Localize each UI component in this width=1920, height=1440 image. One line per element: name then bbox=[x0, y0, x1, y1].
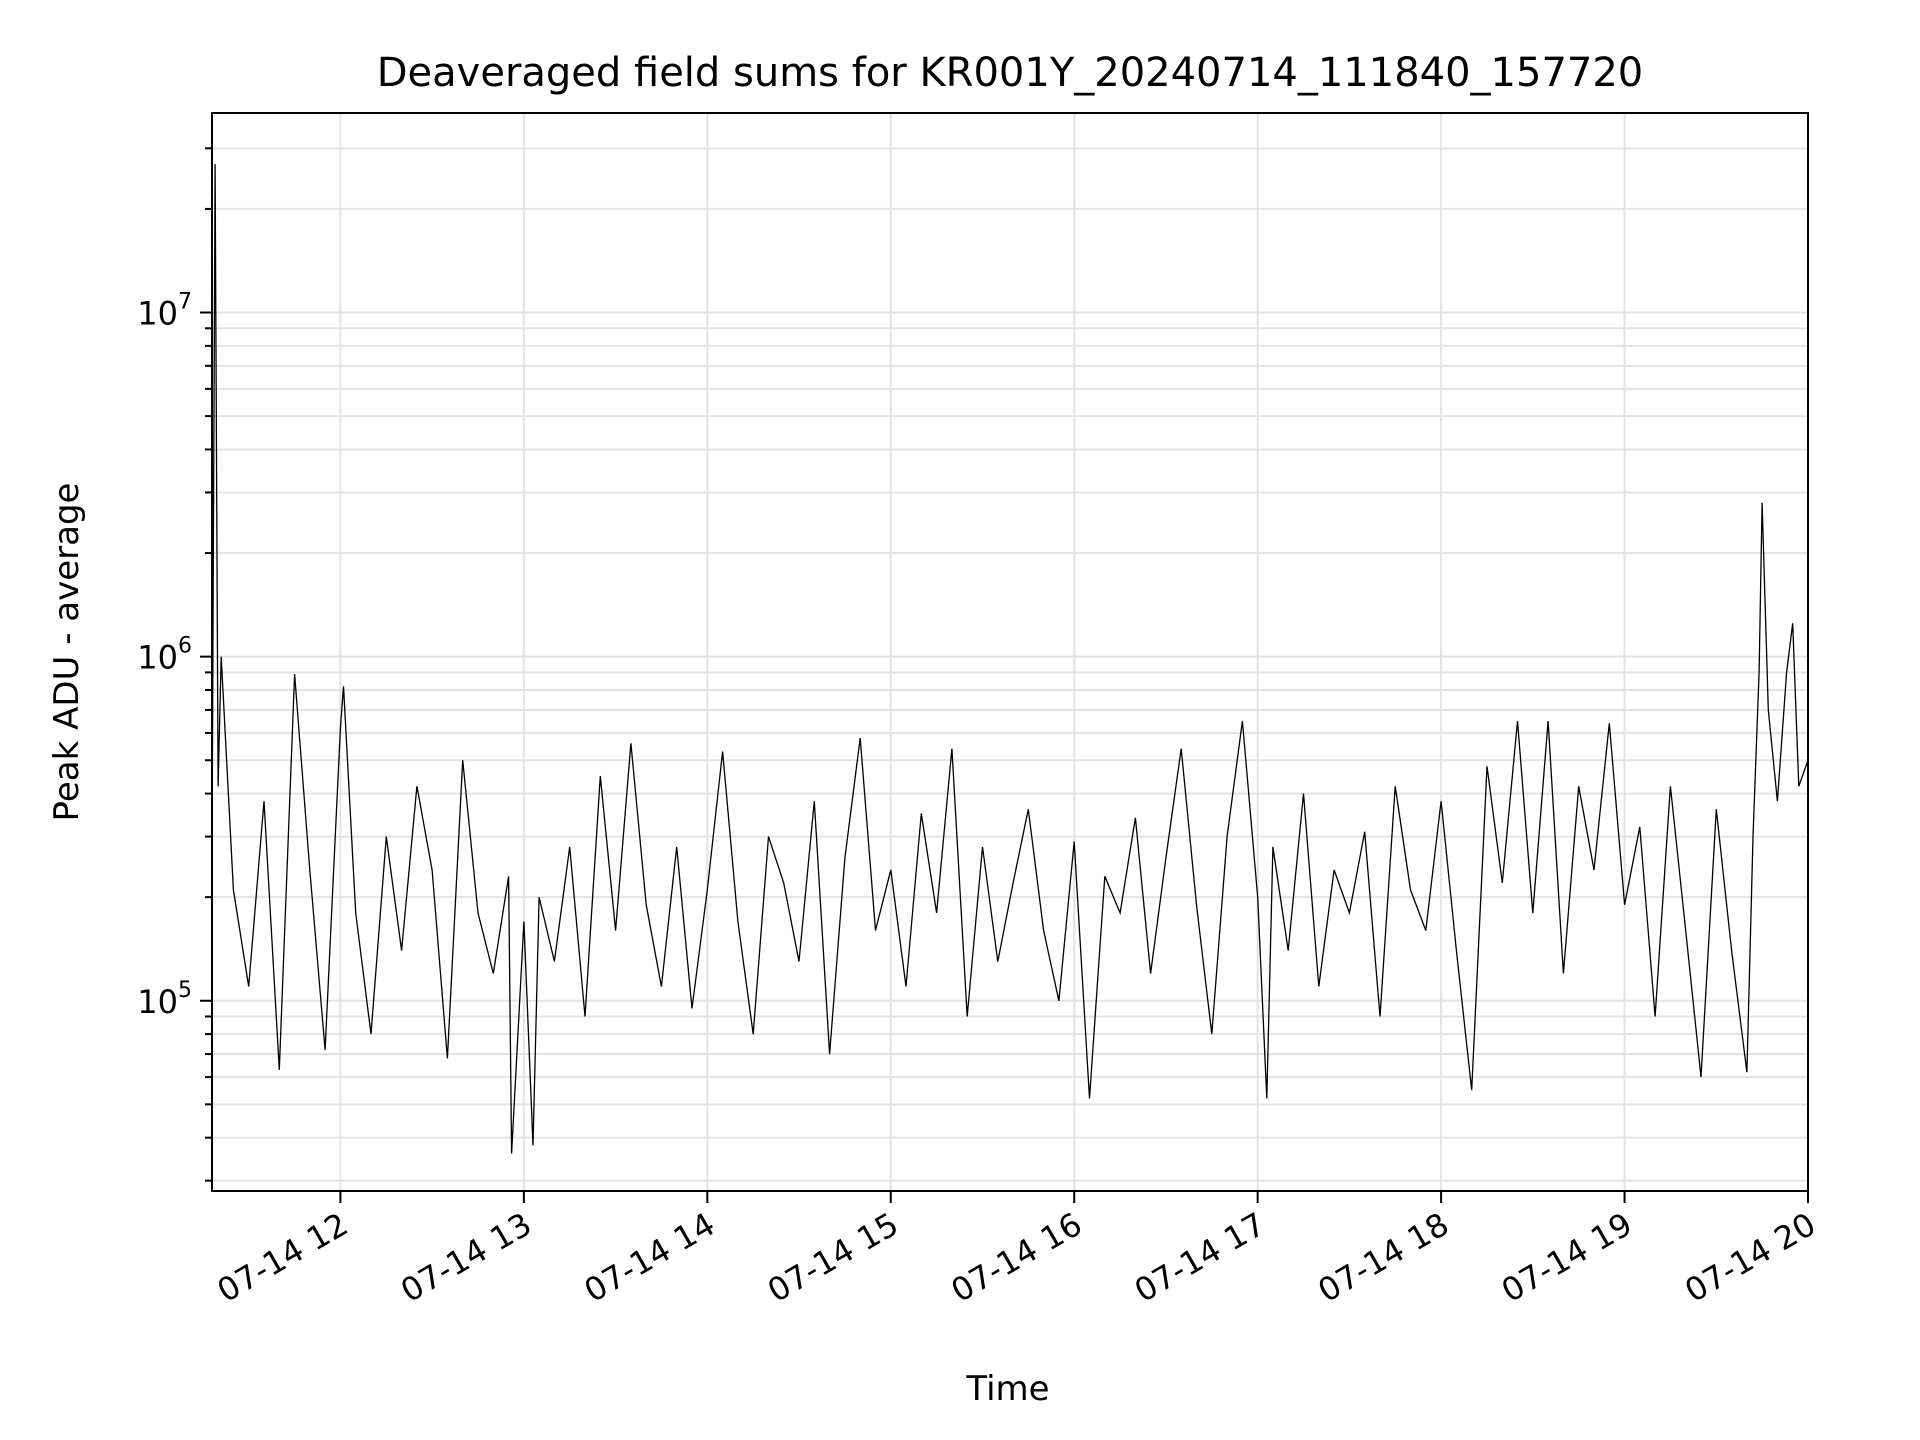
x-axis-label: Time bbox=[965, 1369, 1049, 1409]
grid bbox=[212, 113, 1809, 1191]
y-tick-label: 106 bbox=[137, 634, 192, 677]
plot-frame bbox=[211, 112, 1809, 1192]
series-line bbox=[212, 164, 1808, 1154]
plot-area bbox=[212, 164, 1808, 1154]
y-axis-label: Peak ADU - average bbox=[47, 483, 87, 822]
y-tick-label: 107 bbox=[137, 290, 192, 333]
chart-title: Deaveraged field sums for KR001Y_2024071… bbox=[377, 50, 1644, 96]
y-tick-label: 105 bbox=[137, 978, 192, 1021]
